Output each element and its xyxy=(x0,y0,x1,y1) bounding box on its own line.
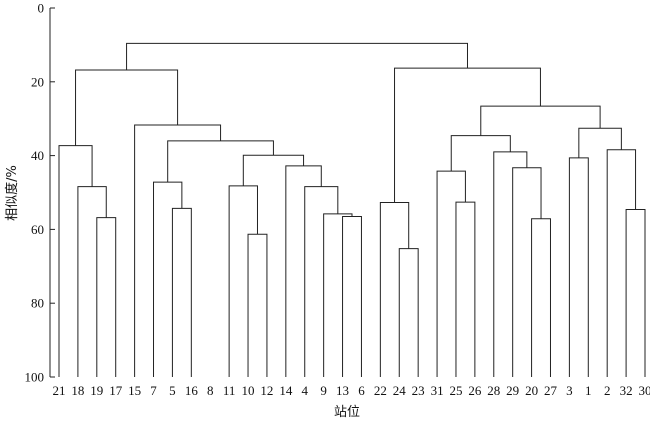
dendrogram-link xyxy=(578,127,622,158)
leaf-labels: 21 18 19 17 15 7 5 16 8 11 10 12 14 4 9 13 6 22 24 23 31 25 26… xyxy=(53,383,650,398)
leaf-label: 31 xyxy=(431,383,444,398)
leaf-label: 21 xyxy=(53,383,66,398)
leaf-label: 7 xyxy=(150,383,157,398)
leaf-label: 30 xyxy=(639,383,650,398)
y-tick-label: 100 xyxy=(25,370,45,385)
dendrogram-link xyxy=(242,154,305,186)
dendrogram-link xyxy=(167,140,274,183)
dendrogram-link xyxy=(625,208,646,377)
leaf-label: 32 xyxy=(620,383,633,398)
leaf-label: 12 xyxy=(260,383,273,398)
leaf-label: 28 xyxy=(487,383,500,398)
leaf-label: 29 xyxy=(506,383,519,398)
dendrogram-link xyxy=(77,186,107,377)
leaf-label: 6 xyxy=(358,383,365,398)
dendrogram-link xyxy=(379,201,410,377)
leaf-label: 2 xyxy=(604,383,611,398)
leaf-label: 10 xyxy=(242,383,255,398)
y-tick-label: 20 xyxy=(31,74,44,89)
leaf-label: 14 xyxy=(279,383,293,398)
dendrogram-link xyxy=(568,157,589,377)
dendrogram-link xyxy=(126,42,468,70)
dendrogram-link xyxy=(531,218,551,377)
x-axis-title: 站位 xyxy=(334,405,360,420)
y-tick-label: 60 xyxy=(31,222,44,237)
dendrogram-link xyxy=(606,149,637,377)
y-axis: 0 20 40 60 80 100 xyxy=(25,1,55,385)
leaf-label: 19 xyxy=(90,383,103,398)
leaf-label: 18 xyxy=(71,383,84,398)
y-tick-label: 80 xyxy=(31,296,44,311)
dendrogram-link xyxy=(480,105,601,136)
leaf-label: 8 xyxy=(207,383,214,398)
leaf-label: 25 xyxy=(449,383,462,398)
dendrogram-link xyxy=(323,213,353,377)
leaf-label: 26 xyxy=(468,383,482,398)
leaf-label: 13 xyxy=(336,383,349,398)
dendrogram-link xyxy=(512,167,542,377)
dendrogram-link xyxy=(228,185,258,377)
leaf-label: 1 xyxy=(585,383,592,398)
leaf-label: 5 xyxy=(169,383,176,398)
leaf-label: 4 xyxy=(301,383,308,398)
leaf-label: 16 xyxy=(185,383,199,398)
dendrogram-link xyxy=(171,207,192,377)
leaf-label: 15 xyxy=(128,383,141,398)
leaf-label: 22 xyxy=(374,383,387,398)
dendrogram-link xyxy=(75,69,179,146)
dendrogram-link xyxy=(398,248,419,377)
dendrogram-link xyxy=(304,186,339,377)
dendrogram-link xyxy=(247,233,268,377)
dendrogram-link xyxy=(153,181,183,377)
leaf-label: 24 xyxy=(393,383,407,398)
leaf-label: 20 xyxy=(525,383,538,398)
leaf-label: 3 xyxy=(566,383,573,398)
leaf-label: 27 xyxy=(544,383,558,398)
dendrogram-links xyxy=(58,42,646,377)
leaf-label: 9 xyxy=(320,383,327,398)
y-tick-label: 0 xyxy=(38,1,45,16)
dendrogram-link xyxy=(450,135,511,172)
dendrogram-link xyxy=(342,215,362,377)
dendrogram-link xyxy=(134,124,222,377)
y-axis-title: 相似度/% xyxy=(4,165,20,221)
dendrogram-link xyxy=(455,201,476,377)
dendrogram-link xyxy=(285,165,322,377)
leaf-label: 11 xyxy=(223,383,236,398)
dendrogram-link xyxy=(58,145,93,377)
dendrogram-link xyxy=(96,217,117,377)
y-tick-label: 40 xyxy=(31,148,44,163)
leaf-label: 17 xyxy=(109,383,123,398)
dendrogram-link xyxy=(493,151,528,377)
leaf-label: 23 xyxy=(412,383,425,398)
